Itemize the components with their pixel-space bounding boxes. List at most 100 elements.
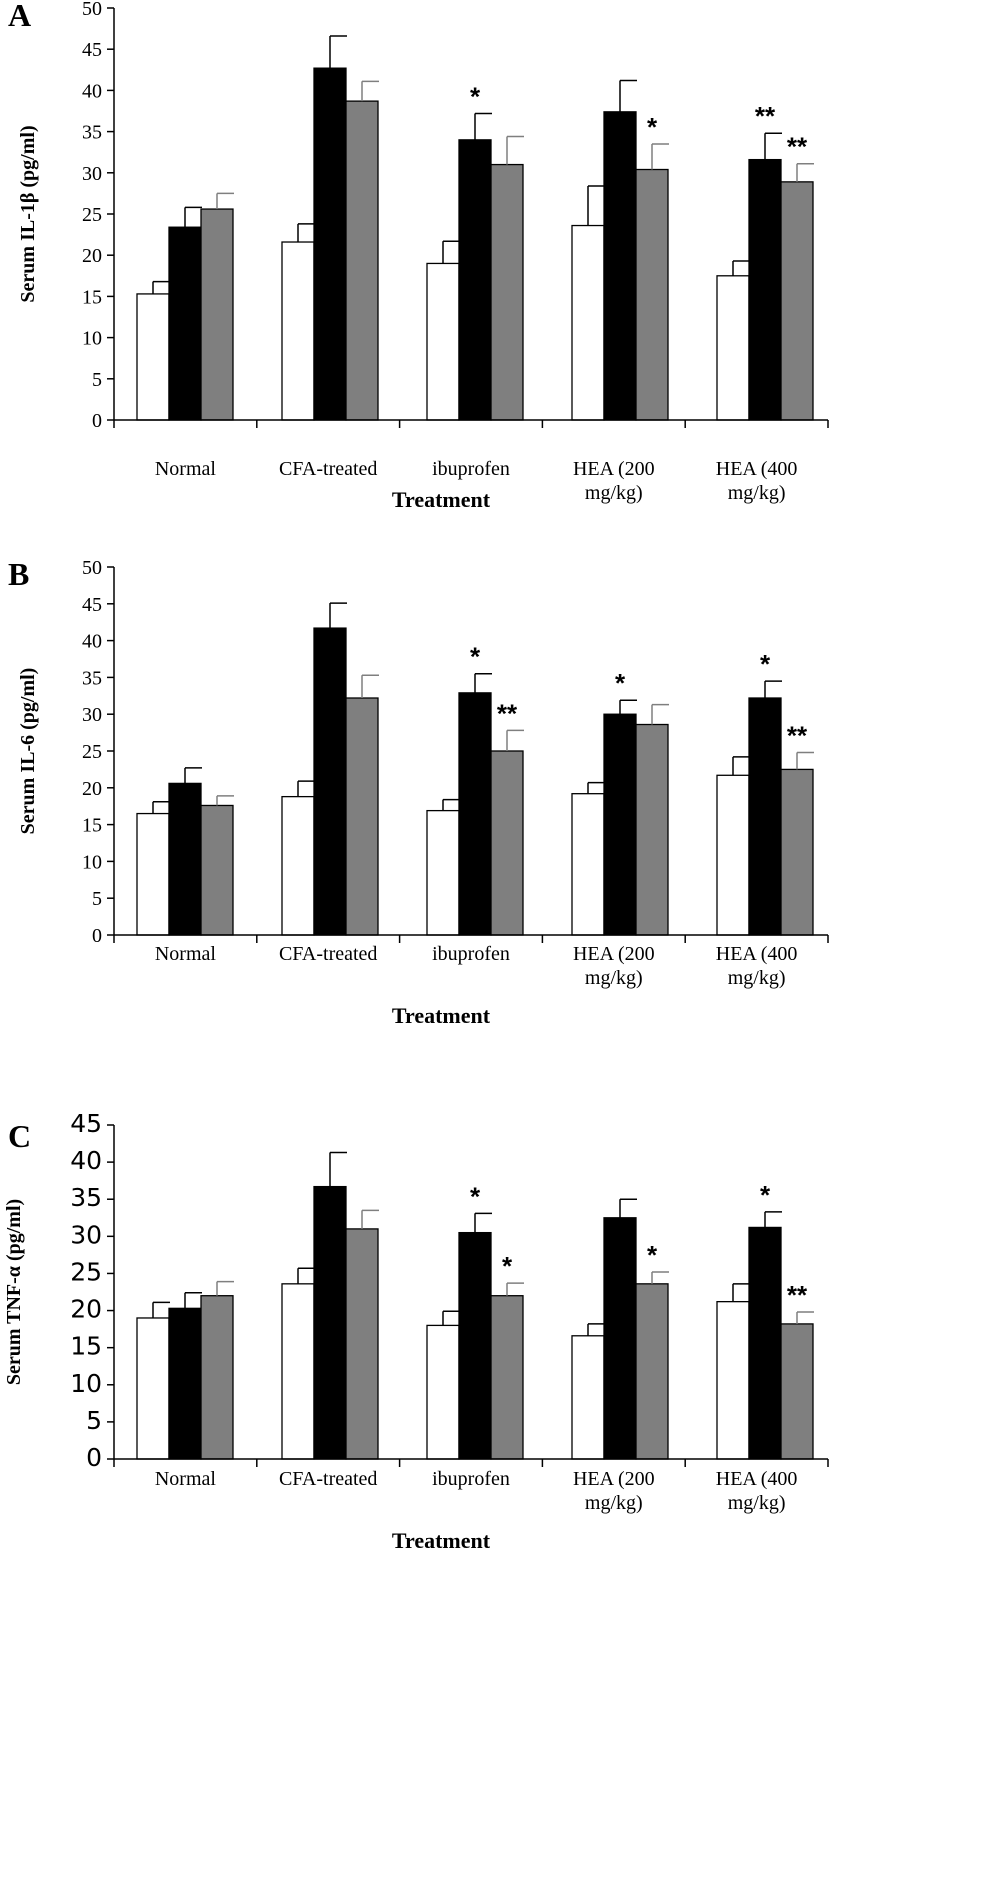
category-label-line: HEA (200	[573, 943, 655, 965]
bar	[458, 139, 492, 421]
bar	[345, 100, 379, 421]
y-tick-label: 25	[70, 1257, 102, 1286]
category-label-line: mg/kg)	[585, 967, 643, 989]
bar	[571, 224, 605, 421]
category-label-line: mg/kg)	[585, 482, 643, 504]
category-label: CFA-treated	[279, 1468, 378, 1490]
bar	[281, 1283, 315, 1460]
bar	[635, 1283, 669, 1460]
category-label: ibuprofen	[432, 943, 510, 965]
category-label-line: Normal	[155, 1468, 217, 1490]
y-tick-label: 15	[82, 286, 102, 308]
bar	[603, 1217, 637, 1460]
panel-letter: B	[8, 556, 29, 592]
significance-marker: *	[470, 81, 481, 111]
category-label: ibuprofen	[432, 1468, 510, 1490]
bar	[490, 1295, 524, 1460]
bar	[748, 1226, 782, 1460]
category-label-line: ibuprofen	[432, 458, 510, 480]
bar	[635, 723, 669, 936]
bar	[716, 774, 750, 936]
y-tick-label: 35	[82, 122, 102, 144]
y-tick-label: 5	[86, 1406, 102, 1435]
significance-marker: *	[470, 1181, 481, 1211]
y-tick-label: 35	[70, 1183, 102, 1212]
y-tick-label: 30	[70, 1220, 102, 1249]
category-label-line: mg/kg)	[728, 967, 786, 989]
category-label-line: Normal	[155, 943, 217, 965]
significance-marker: **	[787, 720, 808, 750]
panel-letter: A	[8, 0, 31, 33]
bar	[780, 1323, 814, 1460]
y-tick-label: 35	[82, 667, 102, 689]
y-tick-label: 10	[70, 1369, 102, 1398]
category-label-line: HEA (400	[716, 458, 798, 480]
bar	[313, 67, 347, 421]
significance-marker: *	[760, 1180, 771, 1210]
bar	[426, 809, 460, 936]
bar	[136, 1317, 170, 1460]
bar	[168, 1307, 202, 1460]
category-label: CFA-treated	[279, 458, 378, 480]
bar	[571, 793, 605, 936]
bar	[748, 158, 782, 421]
y-tick-label: 40	[82, 80, 102, 102]
y-tick-label: 0	[92, 410, 102, 432]
y-tick-label: 10	[82, 851, 102, 873]
category-label: CFA-treated	[279, 943, 378, 965]
significance-marker: *	[760, 649, 771, 679]
y-tick-label: 10	[82, 328, 102, 350]
bar	[748, 697, 782, 936]
significance-marker: *	[470, 642, 481, 672]
category-label-line: ibuprofen	[432, 1468, 510, 1490]
bar	[780, 181, 814, 421]
y-tick-label: 5	[92, 888, 102, 910]
bar	[571, 1335, 605, 1460]
x-axis-title: Treatment	[392, 1003, 491, 1028]
bar	[168, 782, 202, 936]
bar	[345, 697, 379, 936]
category-label-line: HEA (400	[716, 943, 798, 965]
bar	[635, 168, 669, 421]
bar	[281, 795, 315, 936]
bar	[780, 768, 814, 936]
y-axis-title: Serum IL-6 (pg/ml)	[17, 668, 39, 835]
y-tick-label: 15	[82, 815, 102, 837]
category-label-line: HEA (200	[573, 1468, 655, 1490]
category-label-line: CFA-treated	[279, 1468, 378, 1490]
significance-marker: *	[647, 1240, 658, 1270]
panel-letter: C	[8, 1118, 31, 1154]
significance-marker: *	[615, 668, 626, 698]
category-label: HEA (400 mg/kg)	[716, 458, 798, 504]
category-label-line: mg/kg)	[585, 1492, 643, 1514]
category-label-line: mg/kg)	[728, 1492, 786, 1514]
y-tick-label: 20	[82, 245, 102, 267]
category-label: Normal	[155, 1468, 217, 1490]
y-tick-label: 30	[82, 704, 102, 726]
category-label: Normal	[155, 458, 217, 480]
bar	[136, 293, 170, 421]
category-label-line: HEA (200	[573, 458, 655, 480]
bar	[490, 750, 524, 936]
y-tick-label: 5	[92, 369, 102, 391]
y-tick-label: 40	[70, 1146, 102, 1175]
category-label-line: HEA (400	[716, 1468, 798, 1490]
bar	[345, 1228, 379, 1460]
y-tick-label: 20	[82, 778, 102, 800]
category-label-line: ibuprofen	[432, 943, 510, 965]
y-tick-label: 40	[82, 631, 102, 653]
category-label: HEA (200 mg/kg)	[573, 943, 655, 989]
bar	[426, 262, 460, 421]
bar	[603, 713, 637, 936]
y-axis-title: Serum IL-1β (pg/ml)	[17, 125, 39, 302]
bar	[168, 226, 202, 421]
y-tick-label: 25	[82, 741, 102, 763]
category-label: HEA (400 mg/kg)	[716, 1468, 798, 1514]
significance-marker: **	[497, 698, 518, 728]
y-axis-title: Serum TNF-α (pg/ml)	[3, 1199, 25, 1385]
bar	[313, 627, 347, 936]
